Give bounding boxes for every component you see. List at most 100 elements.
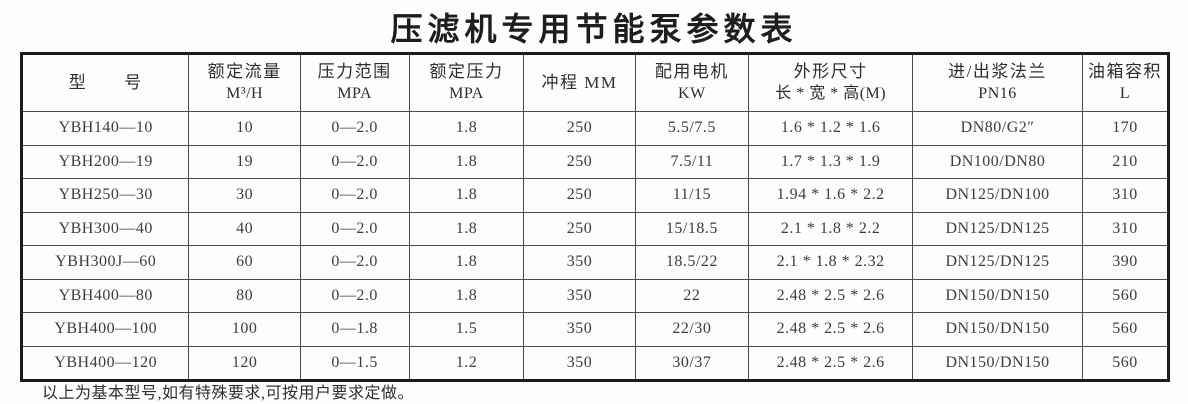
column-header-model: 型 号 bbox=[20, 53, 190, 112]
table-row: YBH400—120 120 0—1.5 1.2 350 30/37 2.48 * 2.5 … bbox=[20, 345, 1170, 381]
cell-stroke: 350 bbox=[523, 245, 636, 280]
table-row: YBH400—80 80 0—2.0 1.8 350 22 2.48 * 2.5 * 2.6… bbox=[20, 278, 1170, 313]
table-row: YBH400—100 100 0—1.8 1.5 350 22/30 2.48 * 2.5 … bbox=[20, 312, 1170, 347]
cell-motor-power: 5.5/7.5 bbox=[634, 111, 750, 146]
table-row: YBH300J—60 60 0—2.0 1.8 350 18.5/22 2.1 * 1.8 … bbox=[20, 245, 1170, 280]
cell-model: YBH300—40 bbox=[20, 211, 190, 246]
cell-model: YBH140—10 bbox=[20, 111, 190, 146]
cell-rated-pressure: 1.2 bbox=[408, 345, 525, 381]
column-header-pressure-range: 压力范围 MPA bbox=[299, 53, 410, 112]
cell-tank-volume: 310 bbox=[1081, 178, 1170, 213]
cell-motor-power: 22 bbox=[634, 278, 750, 313]
cell-model: YBH400—100 bbox=[20, 312, 190, 347]
cell-tank-volume: 560 bbox=[1081, 312, 1170, 347]
table-row: YBH140—10 10 0—2.0 1.8 250 5.5/7.5 1.6 * 1.2 *… bbox=[20, 111, 1170, 146]
cell-model: YBH400—120 bbox=[20, 345, 190, 381]
cell-model: YBH300J—60 bbox=[20, 245, 190, 280]
cell-rated-pressure: 1.8 bbox=[408, 144, 525, 179]
cell-motor-power: 22/30 bbox=[634, 312, 750, 347]
cell-model: YBH400—80 bbox=[20, 278, 190, 313]
column-header-unit: KW bbox=[678, 85, 706, 102]
cell-motor-power: 30/37 bbox=[634, 345, 750, 381]
cell-tank-volume: 390 bbox=[1081, 245, 1170, 280]
cell-rated-flow: 60 bbox=[188, 245, 301, 280]
cell-flange: DN80/G2″ bbox=[912, 111, 1083, 146]
cell-tank-volume: 170 bbox=[1081, 111, 1170, 146]
cell-tank-volume: 210 bbox=[1081, 144, 1170, 179]
cell-pressure-range: 0—2.0 bbox=[299, 144, 410, 179]
cell-rated-flow: 100 bbox=[188, 312, 301, 347]
table-header-row: 型 号额定流量 M³/H 压力范围 MPA 额定压力 MPA 冲程 MM 配用电机 KW 外形尺寸… bbox=[20, 53, 1170, 112]
cell-dimensions: 2.1 * 1.8 * 2.32 bbox=[748, 245, 914, 280]
column-header-rated-pressure: 额定压力 MPA bbox=[408, 53, 525, 112]
cell-rated-pressure: 1.5 bbox=[408, 312, 525, 347]
cell-stroke: 250 bbox=[523, 211, 636, 246]
column-header-unit: 长 * 宽 * 高(M) bbox=[775, 85, 887, 102]
column-header-stroke: 冲程 MM bbox=[523, 53, 636, 112]
cell-dimensions: 2.48 * 2.5 * 2.6 bbox=[748, 278, 914, 313]
cell-stroke: 350 bbox=[523, 278, 636, 313]
cell-motor-power: 15/18.5 bbox=[634, 211, 750, 246]
cell-dimensions: 2.48 * 2.5 * 2.6 bbox=[748, 312, 914, 347]
cell-rated-pressure: 1.8 bbox=[408, 211, 525, 246]
cell-stroke: 350 bbox=[523, 345, 636, 381]
cell-rated-flow: 40 bbox=[188, 211, 301, 246]
column-header-unit: M³/H bbox=[226, 85, 264, 102]
cell-dimensions: 1.94 * 1.6 * 2.2 bbox=[748, 178, 914, 213]
cell-motor-power: 7.5/11 bbox=[634, 144, 750, 179]
cell-flange: DN150/DN150 bbox=[912, 278, 1083, 313]
cell-dimensions: 1.7 * 1.3 * 1.9 bbox=[748, 144, 914, 179]
table-row: YBH200—19 19 0—2.0 1.8 250 7.5/11 1.7 * 1.3 * … bbox=[20, 144, 1170, 179]
cell-rated-flow: 10 bbox=[188, 111, 301, 146]
cell-flange: DN125/DN100 bbox=[912, 178, 1083, 213]
cell-flange: DN125/DN125 bbox=[912, 211, 1083, 246]
cell-pressure-range: 0—1.8 bbox=[299, 312, 410, 347]
cell-tank-volume: 560 bbox=[1081, 345, 1170, 381]
cell-pressure-range: 0—2.0 bbox=[299, 178, 410, 213]
column-header-tank-volume: 油箱容积 L bbox=[1081, 53, 1170, 112]
cell-rated-pressure: 1.8 bbox=[408, 245, 525, 280]
cell-rated-flow: 30 bbox=[188, 178, 301, 213]
cell-stroke: 250 bbox=[523, 144, 636, 179]
cell-stroke: 250 bbox=[523, 111, 636, 146]
cell-rated-flow: 80 bbox=[188, 278, 301, 313]
cell-dimensions: 2.48 * 2.5 * 2.6 bbox=[748, 345, 914, 381]
cell-dimensions: 1.6 * 1.2 * 1.6 bbox=[748, 111, 914, 146]
table-row: YBH250—30 30 0—2.0 1.8 250 11/15 1.94 * 1.6 * … bbox=[20, 178, 1170, 213]
cell-flange: DN150/DN150 bbox=[912, 312, 1083, 347]
cell-rated-flow: 120 bbox=[188, 345, 301, 381]
page-title: 压滤机专用节能泵参数表 bbox=[390, 11, 798, 47]
column-header-dimensions: 外形尺寸长 * 宽 * 高(M) bbox=[748, 53, 914, 112]
cell-motor-power: 11/15 bbox=[634, 178, 750, 213]
cell-tank-volume: 560 bbox=[1081, 278, 1170, 313]
cell-tank-volume: 310 bbox=[1081, 211, 1170, 246]
column-header-unit: MPA bbox=[449, 85, 484, 102]
cell-dimensions: 2.1 * 1.8 * 2.2 bbox=[748, 211, 914, 246]
cell-rated-pressure: 1.8 bbox=[408, 178, 525, 213]
cell-model: YBH200—19 bbox=[20, 144, 190, 179]
column-header-rated-flow: 额定流量 M³/H bbox=[188, 53, 301, 112]
cell-rated-pressure: 1.8 bbox=[408, 111, 525, 146]
table-row: YBH300—40 40 0—2.0 1.8 250 15/18.5 2.1 * 1.8 *… bbox=[20, 211, 1170, 246]
cell-stroke: 350 bbox=[523, 312, 636, 347]
cell-motor-power: 18.5/22 bbox=[634, 245, 750, 280]
cell-pressure-range: 0—2.0 bbox=[299, 211, 410, 246]
column-header-unit: PN16 bbox=[978, 85, 1017, 102]
column-header-motor-power: 配用电机 KW bbox=[634, 53, 750, 112]
cell-rated-flow: 19 bbox=[188, 144, 301, 179]
cell-flange: DN150/DN150 bbox=[912, 345, 1083, 381]
cell-pressure-range: 0—2.0 bbox=[299, 278, 410, 313]
cell-pressure-range: 0—2.0 bbox=[299, 245, 410, 280]
cell-stroke: 250 bbox=[523, 178, 636, 213]
column-header-unit: MPA bbox=[337, 85, 373, 102]
column-header-unit: L bbox=[1119, 85, 1131, 102]
cell-flange: DN100/DN80 bbox=[912, 144, 1083, 179]
column-header-flange: 进/出浆法兰 PN16 bbox=[912, 53, 1083, 112]
footnote: 以上为基本型号,如有特殊要求,可按用户要求定做。 bbox=[42, 385, 415, 402]
pump-parameter-table: 型 号额定流量 M³/H 压力范围 MPA 额定压力 MPA 冲程 MM 配用电机 KW 外形尺寸… bbox=[20, 52, 1170, 382]
cell-model: YBH250—30 bbox=[20, 178, 190, 213]
cell-pressure-range: 0—1.5 bbox=[299, 345, 410, 381]
cell-rated-pressure: 1.8 bbox=[408, 278, 525, 313]
cell-flange: DN125/DN125 bbox=[912, 245, 1083, 280]
